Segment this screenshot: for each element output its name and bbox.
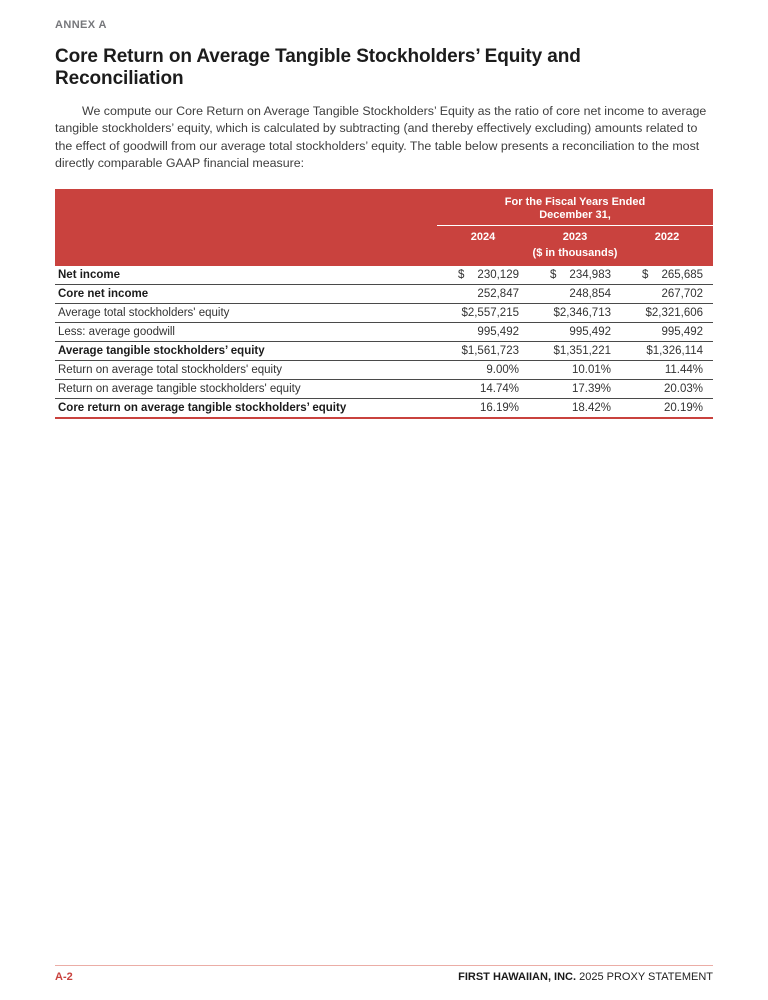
dollar-sign: $ <box>550 269 557 282</box>
table-row: Average total stockholders' equity $2,557… <box>55 303 714 324</box>
row-value: 10.01% <box>529 360 621 381</box>
row-value: 14.74% <box>437 379 529 400</box>
dollar-sign: $ <box>642 269 649 282</box>
table-row: Return on average tangible stockholders'… <box>55 379 714 400</box>
year-column-2024: 2024 <box>470 231 496 244</box>
row-label: Less: average goodwill <box>55 322 437 343</box>
year-column-2022: 2022 <box>654 231 680 244</box>
row-value-number: 234,983 <box>569 269 611 282</box>
row-value: $1,561,723 <box>437 341 529 362</box>
year-columns: 2024 2023 2022 <box>437 226 713 243</box>
row-label: Core return on average tangible stockhol… <box>55 398 437 420</box>
fiscal-years-line2: December 31, <box>539 208 611 221</box>
row-value: $1,351,221 <box>529 341 621 362</box>
row-value: 16.19% <box>437 398 529 420</box>
row-value: 995,492 <box>529 322 621 343</box>
row-value: 252,847 <box>437 284 529 305</box>
table-row: Less: average goodwill 995,492 995,492 995,… <box>55 322 714 343</box>
header-underline <box>437 225 714 227</box>
table-row: Average tangible stockholders’ equity $1,… <box>55 341 714 362</box>
dollar-sign: $ <box>458 269 465 282</box>
footer-company-line: FIRST HAWAIIAN, INC. 2025 PROXY STATEMEN… <box>458 971 713 983</box>
table-row: Core net income 252,847 248,854 267,702 <box>55 284 714 305</box>
row-value: 9.00% <box>437 360 529 381</box>
row-label: Return on average total stockholders' eq… <box>55 360 437 381</box>
row-value-number: 230,129 <box>477 269 519 282</box>
row-value: 11.44% <box>621 360 714 381</box>
table-row: Core return on average tangible stockhol… <box>55 398 714 420</box>
year-column-2023: 2023 <box>562 231 588 244</box>
intro-paragraph: We compute our Core Return on Average Ta… <box>55 104 707 170</box>
row-value: $2,346,713 <box>529 303 621 324</box>
row-label: Net income <box>55 266 437 286</box>
row-value: $230,129 <box>437 266 529 286</box>
row-label: Return on average tangible stockholders'… <box>55 379 437 400</box>
row-value: 248,854 <box>529 284 621 305</box>
annex-label: ANNEX A <box>55 19 107 31</box>
row-value: 20.03% <box>621 379 714 400</box>
units-note: ($ in thousands) <box>532 247 618 260</box>
page-footer: A-2 FIRST HAWAIIAN, INC. 2025 PROXY STAT… <box>55 965 713 983</box>
row-value: $234,983 <box>529 266 621 286</box>
table-header-fiscal-years: For the Fiscal Years Ended December 31, … <box>437 189 714 267</box>
row-value: $265,685 <box>621 266 714 286</box>
row-value-number: 265,685 <box>661 269 704 282</box>
fiscal-years-line1: For the Fiscal Years Ended <box>504 196 646 209</box>
page-title: Core Return on Average Tangible Stockhol… <box>55 46 581 89</box>
table-header-row: For the Fiscal Years Ended December 31, … <box>55 189 714 267</box>
row-value: $2,557,215 <box>437 303 529 324</box>
row-label: Average tangible stockholders’ equity <box>55 341 437 362</box>
row-label: Core net income <box>55 284 437 305</box>
row-value: $1,326,114 <box>621 341 714 362</box>
table-row: Net income $230,129 $234,983 $265,685 <box>55 266 714 286</box>
table-row: Return on average total stockholders' eq… <box>55 360 714 381</box>
row-value: $2,321,606 <box>621 303 714 324</box>
fiscal-years-heading: For the Fiscal Years Ended December 31, <box>437 189 713 221</box>
statement-label: 2025 PROXY STATEMENT <box>579 971 713 983</box>
table-header-empty-cell <box>55 189 437 267</box>
row-value: 18.42% <box>529 398 621 420</box>
company-name: FIRST HAWAIIAN, INC. <box>458 971 577 983</box>
reconciliation-table: For the Fiscal Years Ended December 31, … <box>55 189 714 420</box>
row-value: 995,492 <box>437 322 529 343</box>
row-value: 17.39% <box>529 379 621 400</box>
row-label: Average total stockholders' equity <box>55 303 437 324</box>
row-value: 267,702 <box>621 284 714 305</box>
row-value: 995,492 <box>621 322 714 343</box>
page-number: A-2 <box>55 971 73 983</box>
row-value: 20.19% <box>621 398 714 420</box>
